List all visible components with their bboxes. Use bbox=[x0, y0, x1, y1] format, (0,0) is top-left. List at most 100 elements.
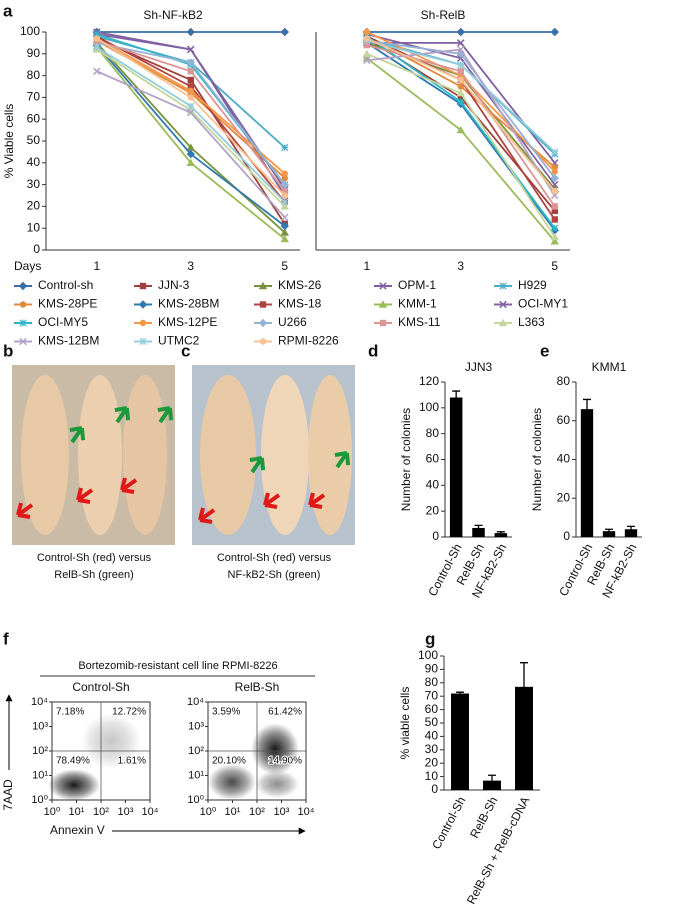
y-tick-label: 60 bbox=[425, 702, 439, 716]
error-bar bbox=[474, 524, 483, 531]
marker bbox=[93, 67, 101, 75]
legend-label: KMS-12PE bbox=[158, 315, 217, 329]
bar bbox=[449, 397, 463, 537]
y-axis-label: Number of colonies bbox=[399, 408, 413, 511]
chart-title: Control-Sh bbox=[72, 680, 129, 694]
density-cloud bbox=[81, 713, 141, 769]
y-tick-label: 10³ bbox=[188, 720, 204, 732]
y-tick-label: 30 bbox=[27, 177, 41, 191]
legend-marker bbox=[499, 300, 507, 309]
x-axis-label: Days bbox=[14, 259, 41, 273]
marker bbox=[186, 27, 195, 37]
y-tick-label: 20 bbox=[557, 490, 571, 504]
x-axis-label: Annexin V bbox=[50, 823, 105, 837]
legend-label: KMS-12BM bbox=[38, 334, 99, 348]
marker bbox=[187, 102, 195, 110]
y-axis-label: % viable cells bbox=[398, 687, 412, 760]
bar bbox=[451, 693, 469, 790]
y-axis-label: Number of colonies bbox=[530, 408, 544, 511]
x-tick-label: 10² bbox=[249, 806, 265, 818]
y-tick-label: 40 bbox=[27, 155, 41, 169]
error-bar bbox=[496, 531, 505, 535]
marker bbox=[363, 35, 370, 42]
marker bbox=[362, 49, 371, 57]
chart-title: Sh-RelB bbox=[421, 8, 466, 22]
y-tick-label: 60 bbox=[27, 111, 41, 125]
series-line bbox=[96, 46, 286, 240]
marker bbox=[456, 27, 465, 37]
y-axis-label: % Viable cells bbox=[2, 104, 16, 178]
y-tick-label: 10² bbox=[32, 745, 48, 757]
panel-label: f bbox=[3, 629, 9, 648]
marker bbox=[280, 221, 289, 231]
y-tick-label: 0 bbox=[33, 242, 40, 256]
y-tick-label: 20 bbox=[426, 503, 440, 517]
legend-marker bbox=[139, 337, 147, 346]
marker bbox=[363, 28, 370, 36]
marker bbox=[457, 61, 465, 69]
error-bar bbox=[627, 525, 635, 533]
density-cloud bbox=[251, 723, 299, 775]
y-tick-label: 50 bbox=[27, 133, 41, 147]
legend-marker bbox=[259, 338, 267, 345]
marker bbox=[186, 58, 195, 67]
error-bar bbox=[452, 390, 461, 404]
marker bbox=[456, 125, 465, 134]
y-tick-label: 80 bbox=[426, 426, 440, 440]
photo-caption: Control-Sh (red) versus bbox=[37, 552, 152, 564]
x-tick-label: 10¹ bbox=[225, 806, 241, 818]
marker bbox=[186, 158, 195, 166]
density-cloud bbox=[208, 764, 256, 800]
y-tick-label: 30 bbox=[425, 742, 439, 756]
y-tick-label: 20 bbox=[27, 199, 41, 213]
legend-marker bbox=[139, 282, 147, 290]
marker bbox=[281, 187, 288, 195]
marker bbox=[93, 35, 101, 42]
marker bbox=[551, 224, 559, 232]
marker bbox=[457, 94, 464, 101]
panel-label: b bbox=[3, 341, 13, 360]
y-tick-label: 0 bbox=[563, 529, 570, 543]
bar bbox=[494, 533, 508, 537]
legend-label: UTMC2 bbox=[158, 334, 200, 348]
quadrant-label: 12.72% bbox=[112, 707, 146, 718]
y-tick-label: 10⁰ bbox=[187, 794, 204, 806]
bar bbox=[472, 527, 485, 537]
quadrant-label: 1.61% bbox=[118, 756, 146, 767]
x-tick-label: Control-Sh bbox=[429, 794, 468, 851]
marker bbox=[456, 49, 465, 58]
marker bbox=[550, 237, 559, 245]
legend-label: KMM-1 bbox=[398, 297, 437, 311]
bar bbox=[602, 531, 616, 537]
x-tick-label: 10¹ bbox=[69, 806, 85, 818]
marker bbox=[93, 43, 101, 51]
y-tick-label: 80 bbox=[425, 675, 439, 689]
marker bbox=[187, 83, 194, 90]
x-tick-label: 3 bbox=[187, 259, 194, 273]
x-tick-label: 10³ bbox=[274, 806, 290, 818]
marker bbox=[187, 94, 194, 101]
legend-label: RPMI-8226 bbox=[278, 334, 339, 348]
marker bbox=[457, 83, 464, 90]
x-tick-label: 1 bbox=[363, 259, 370, 273]
y-tick-label: 10⁰ bbox=[31, 794, 48, 806]
y-tick-label: 10³ bbox=[32, 720, 48, 732]
legend-marker bbox=[18, 281, 28, 291]
error-bar bbox=[605, 528, 613, 534]
y-tick-label: 10² bbox=[188, 745, 204, 757]
chart-title: KMM1 bbox=[592, 360, 627, 374]
legend-marker bbox=[379, 282, 387, 290]
y-tick-label: 60 bbox=[426, 452, 440, 466]
bar bbox=[515, 686, 533, 790]
x-tick-label: 1 bbox=[93, 259, 100, 273]
y-tick-label: 70 bbox=[425, 688, 439, 702]
marker bbox=[280, 228, 289, 236]
marker bbox=[457, 76, 464, 84]
marker bbox=[550, 27, 559, 37]
error-bar bbox=[456, 691, 464, 695]
marker bbox=[186, 149, 195, 159]
panel-label: c bbox=[181, 341, 190, 360]
legend-marker bbox=[378, 300, 388, 308]
x-tick-label: RelB-Sh bbox=[467, 794, 500, 840]
